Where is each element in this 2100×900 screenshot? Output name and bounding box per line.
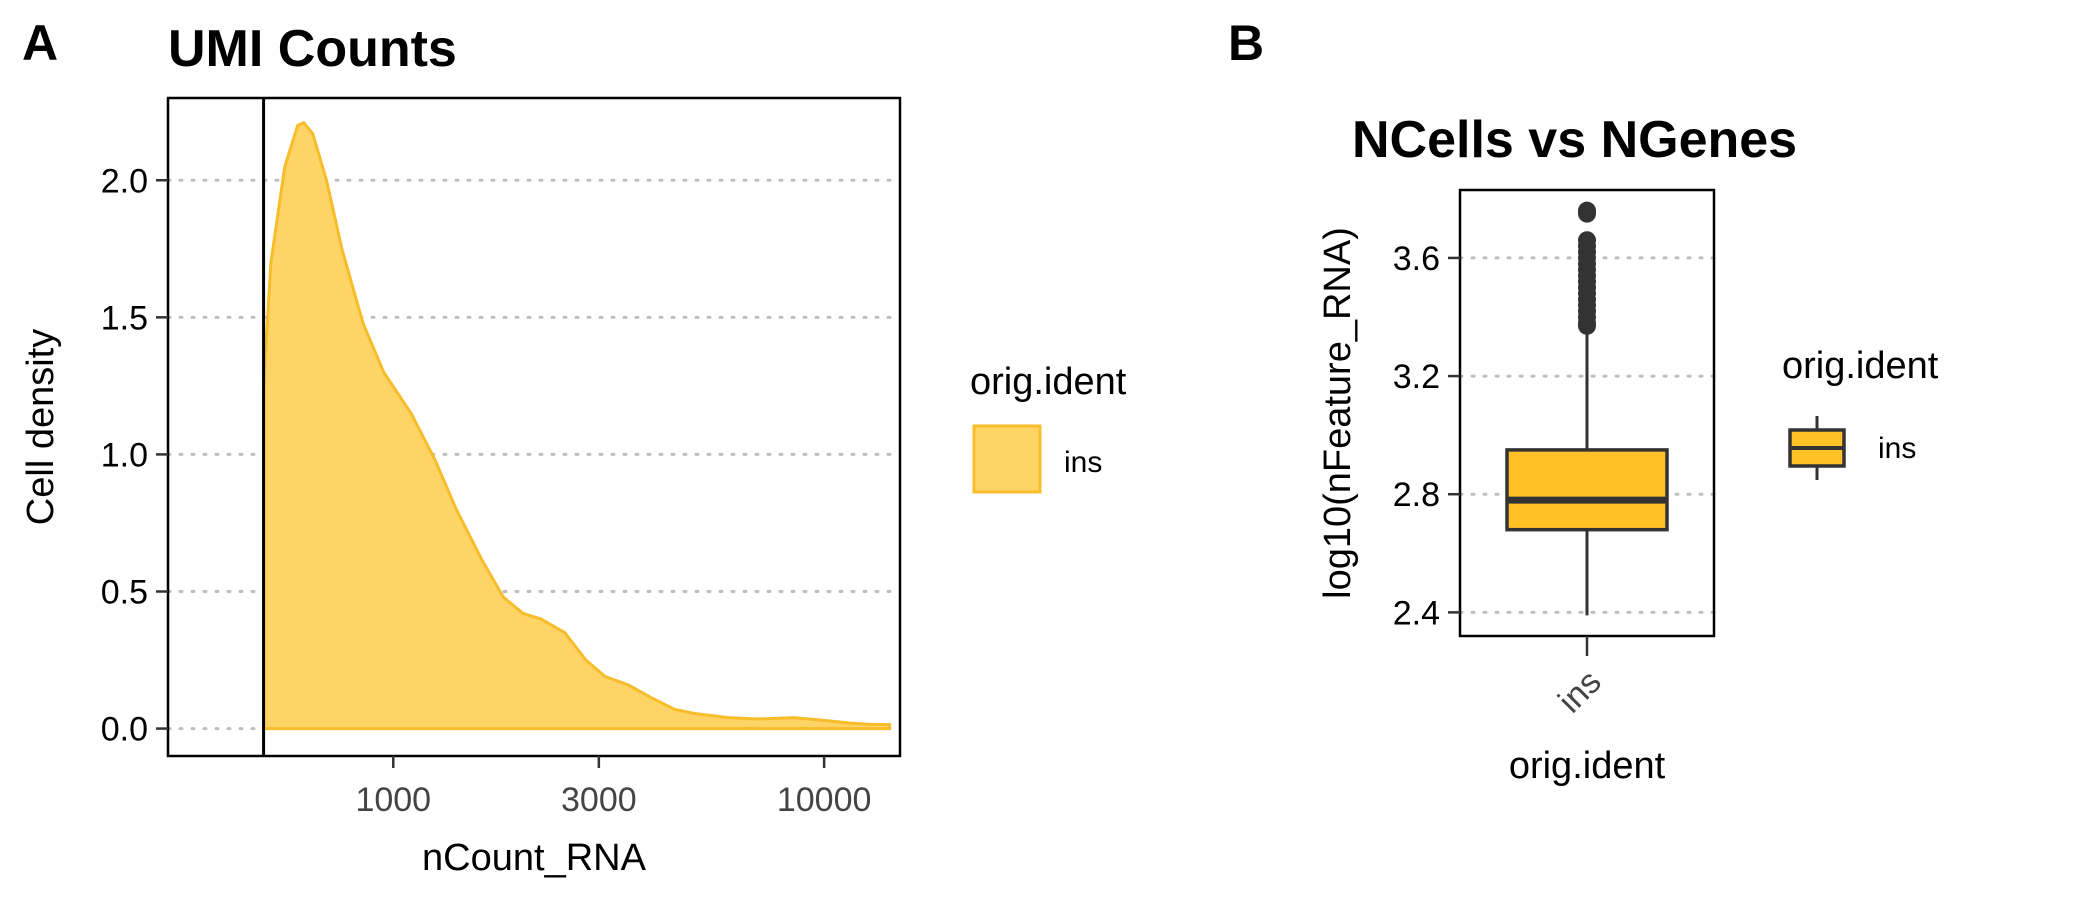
chart-a-x-axis-title: nCount_RNA (422, 837, 647, 879)
chart-a-legend-label-ins: ins (1064, 446, 1102, 479)
box-iqr-ins (1505, 448, 1669, 532)
chart-b-title: NCells vs NGenes (1352, 111, 1797, 169)
chart-b-plot-area (1505, 201, 1669, 616)
chart-a-y-tick-label: 0.0 (101, 711, 148, 749)
chart-b-legend-label-ins: ins (1878, 432, 1916, 465)
box-outlier-point (1578, 201, 1596, 220)
chart-b-x-axis-title: orig.ident (1509, 745, 1666, 787)
chart-a-y-tick-label: 1.0 (101, 436, 148, 474)
chart-a-x-axis: 1000 3000 10000 (355, 756, 871, 819)
chart-a-x-tick-label: 10000 (777, 781, 872, 819)
chart-a-legend: orig.ident ins (970, 361, 1127, 494)
chart-b-x-tick-label: ins (1551, 663, 1609, 721)
chart-a-x-tick-label: 1000 (355, 781, 431, 819)
chart-a-title: UMI Counts (168, 20, 457, 78)
chart-b-y-tick-label: 2.4 (1393, 594, 1440, 632)
chart-a-y-tick-label: 0.5 (101, 574, 148, 612)
chart-b-y-tick-label: 3.2 (1393, 358, 1440, 396)
chart-b-y-tick-label: 3.6 (1393, 240, 1440, 278)
chart-a-y-axis: 0.0 0.5 1.0 1.5 2.0 (101, 162, 168, 749)
chart-b-legend-key-ins (1788, 416, 1846, 480)
density-area-ins (262, 121, 892, 731)
chart-b-y-axis-title: log10(nFeature_RNA) (1317, 227, 1359, 599)
panel-letter-b: B (1228, 15, 1264, 71)
panel-letter-a: A (22, 15, 58, 71)
chart-a-legend-title: orig.ident (970, 361, 1127, 403)
chart-a-panel-border (166, 96, 902, 758)
chart-b-y-axis: 2.4 2.8 3.2 3.6 (1393, 240, 1460, 632)
chart-a-y-axis-title: Cell density (20, 329, 62, 525)
chart-b-legend-title: orig.ident (1782, 345, 1939, 387)
chart-a-y-tick-label: 1.5 (101, 299, 148, 337)
chart-b-x-axis: ins (1551, 636, 1609, 720)
chart-a-legend-key-ins (972, 424, 1042, 494)
chart-a-x-tick-label: 3000 (561, 781, 637, 819)
chart-a-y-tick-label: 2.0 (101, 162, 148, 200)
chart-b-y-tick-label: 2.8 (1393, 476, 1440, 514)
chart-a-plot-area (262, 98, 892, 756)
chart-b-legend: orig.ident ins (1782, 345, 1939, 480)
box-outlier-point (1578, 231, 1596, 250)
